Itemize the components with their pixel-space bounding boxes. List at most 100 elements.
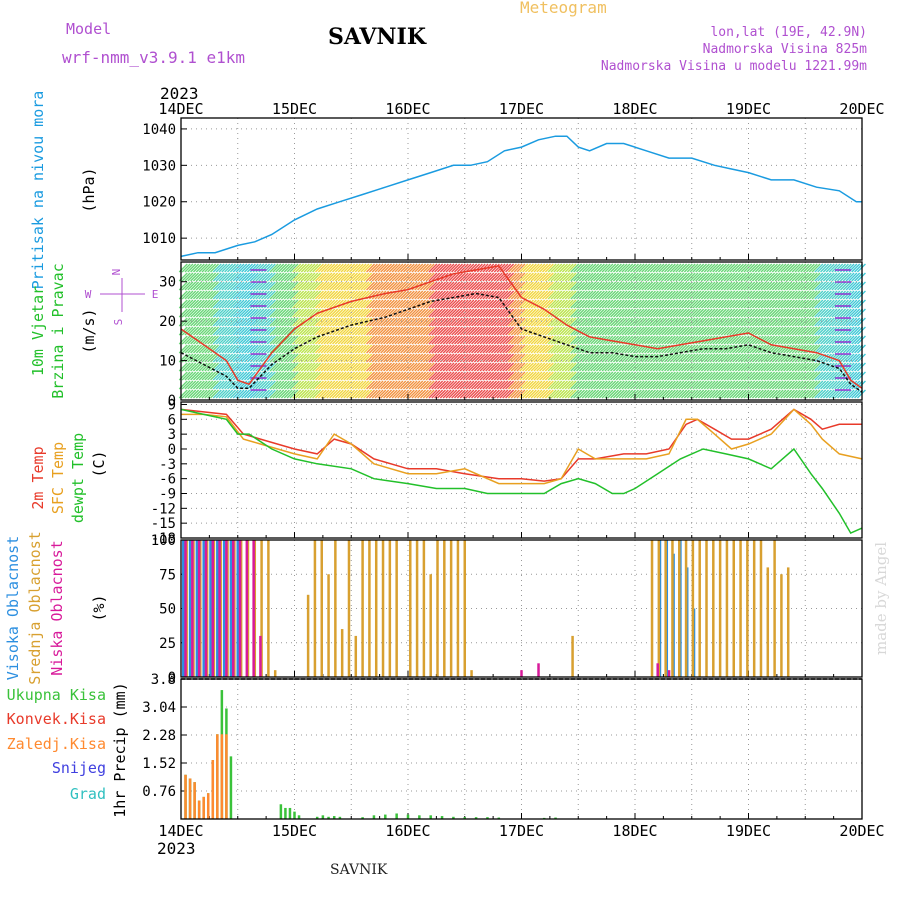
wind-barb bbox=[190, 362, 200, 372]
wind-barb bbox=[391, 380, 401, 390]
wind-barb bbox=[817, 326, 827, 336]
wind-barb bbox=[646, 299, 656, 309]
wind-barb bbox=[703, 326, 713, 336]
wind-barb bbox=[224, 335, 234, 345]
wind-barb bbox=[820, 308, 830, 318]
wind-barb bbox=[246, 326, 256, 336]
credit-watermark: made by Angel bbox=[872, 542, 890, 655]
wind-barb bbox=[394, 317, 404, 327]
wind-barb bbox=[371, 344, 381, 354]
wind-barb bbox=[408, 380, 418, 390]
wind-barb bbox=[246, 371, 256, 381]
wind-barb bbox=[808, 299, 818, 309]
wind-barb bbox=[266, 272, 276, 282]
wind-barb bbox=[380, 317, 390, 327]
wind-barb bbox=[681, 299, 691, 309]
wind-barb bbox=[354, 362, 364, 372]
wind-barb bbox=[780, 389, 790, 399]
wind-barb bbox=[541, 272, 551, 282]
wind-barb bbox=[377, 380, 387, 390]
wind-barb bbox=[607, 299, 617, 309]
wind-barb bbox=[499, 344, 509, 354]
wind-barb bbox=[556, 326, 566, 336]
wind-barb bbox=[709, 308, 719, 318]
wind-barb bbox=[828, 326, 838, 336]
wind-barb bbox=[700, 290, 710, 300]
wind-barb bbox=[499, 371, 509, 381]
wind-barb bbox=[306, 389, 316, 399]
wind-barb bbox=[195, 308, 205, 318]
wind-barb bbox=[539, 344, 549, 354]
frame-clouds bbox=[180, 539, 863, 678]
wind-barb bbox=[377, 371, 387, 381]
wind-barb bbox=[485, 326, 495, 336]
temp-ylabel-sfc: SFC Temp bbox=[49, 442, 67, 514]
wind-barb bbox=[326, 362, 336, 372]
wind-barb bbox=[354, 335, 364, 345]
wind-barb bbox=[624, 380, 634, 390]
wind-barb bbox=[607, 272, 617, 282]
wind-barb bbox=[780, 263, 790, 273]
y-tick-precip: 0.76 bbox=[142, 784, 176, 800]
wind-barb bbox=[482, 272, 492, 282]
wind-barb bbox=[666, 317, 676, 327]
wind-barb bbox=[822, 272, 832, 282]
wind-barb bbox=[332, 335, 341, 345]
wind-barb bbox=[553, 272, 563, 282]
wind-barb bbox=[737, 308, 747, 318]
wind-barb bbox=[286, 371, 296, 381]
wind-barb bbox=[414, 263, 424, 273]
wind-barb bbox=[235, 362, 245, 372]
wind-barb bbox=[192, 299, 202, 309]
wind-barb bbox=[272, 335, 282, 345]
wind-barb bbox=[712, 317, 722, 327]
wind-barb bbox=[740, 317, 750, 327]
wind-barb bbox=[746, 371, 756, 381]
wind-barb bbox=[604, 362, 614, 372]
wind-barb bbox=[326, 389, 336, 399]
wind-barb bbox=[227, 335, 237, 345]
wind-barb bbox=[786, 371, 795, 381]
wind-barb bbox=[672, 335, 682, 345]
wind-barb bbox=[303, 272, 313, 282]
wind-barb bbox=[431, 362, 441, 372]
wind-barb bbox=[215, 344, 225, 354]
wind-barb bbox=[692, 281, 702, 291]
wind-barb bbox=[190, 389, 200, 399]
wind-barb bbox=[207, 272, 217, 282]
wind-barb bbox=[553, 353, 563, 363]
x-tick-bottom-18dec: 18DEC bbox=[612, 822, 657, 840]
wind-barb bbox=[578, 272, 588, 282]
wind-barb bbox=[774, 389, 784, 399]
wind-barb bbox=[751, 281, 761, 291]
wind-barb bbox=[530, 317, 540, 327]
bar-srednja-oblacnost bbox=[678, 540, 681, 677]
wind-barb bbox=[215, 272, 225, 282]
wind-barb bbox=[431, 335, 441, 345]
wind-barb bbox=[244, 272, 254, 282]
wind-barb bbox=[581, 281, 591, 291]
frame-pressure bbox=[180, 117, 863, 261]
wind-barb bbox=[374, 380, 384, 390]
wind-barb bbox=[817, 344, 827, 354]
panels-layer: 10101020103010400102030-18-15-12-9-6-303… bbox=[142, 117, 866, 820]
wind-barb bbox=[618, 272, 628, 282]
wind-barb bbox=[527, 299, 537, 309]
wind-barb bbox=[493, 272, 503, 282]
wind-barb bbox=[400, 281, 410, 291]
wind-barb bbox=[224, 326, 234, 336]
wind-barb bbox=[272, 317, 282, 327]
wind-barb bbox=[820, 380, 830, 390]
wind-barb bbox=[471, 389, 481, 399]
wind-barb bbox=[797, 344, 807, 354]
bar-niska-oblacnost bbox=[245, 540, 249, 677]
wind-barb bbox=[803, 272, 813, 282]
wind-barb bbox=[740, 308, 750, 318]
wind-barb bbox=[346, 335, 356, 345]
wind-barb bbox=[286, 317, 296, 327]
wind-barb bbox=[329, 308, 339, 318]
wind-barb bbox=[607, 362, 617, 372]
wind-barb bbox=[539, 299, 549, 309]
wind-barb bbox=[360, 308, 370, 318]
wind-barb bbox=[658, 272, 668, 282]
